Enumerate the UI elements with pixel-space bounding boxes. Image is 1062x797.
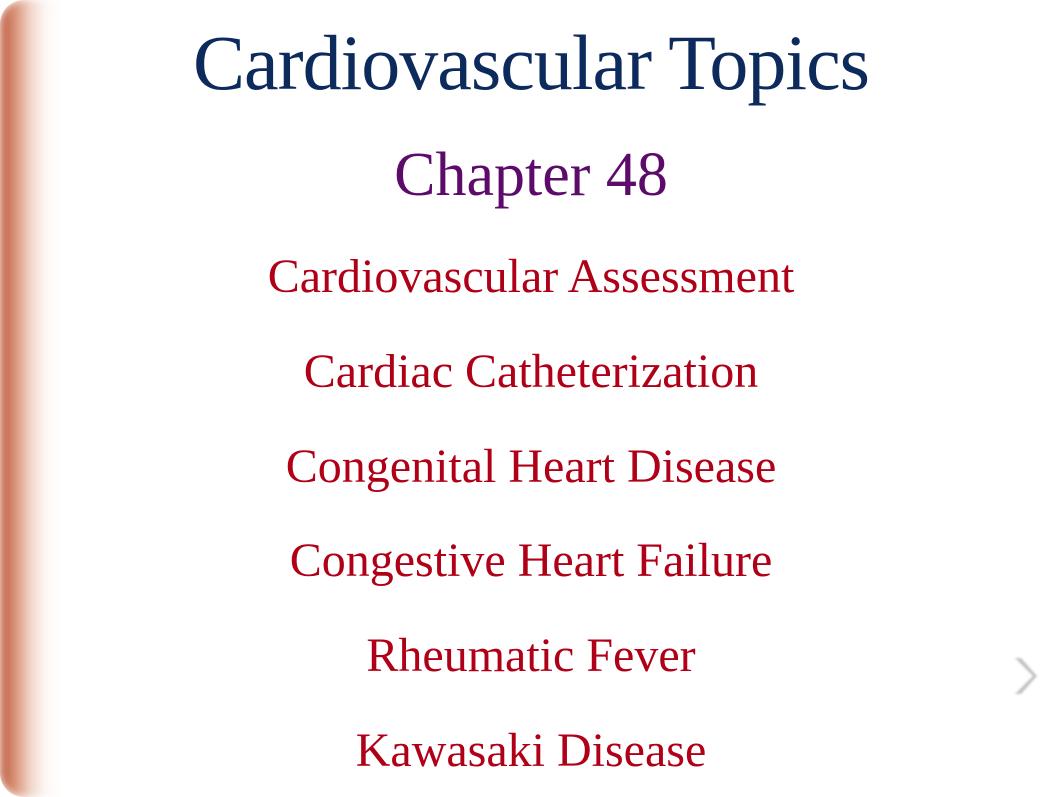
chevron-right-icon: [1011, 654, 1039, 698]
topic-item: Kawasaki Disease: [356, 725, 707, 778]
slide-container: Cardiovascular Topics Chapter 48 Cardiov…: [0, 0, 1062, 797]
topic-item: Rheumatic Fever: [366, 630, 695, 683]
topic-item: Cardiac Catheterization: [304, 346, 758, 399]
topic-item: Congestive Heart Failure: [290, 535, 773, 588]
topic-item: Cardiovascular Assessment: [268, 251, 795, 304]
topic-item: Congenital Heart Disease: [286, 441, 777, 494]
slide-content: Cardiovascular Topics Chapter 48 Cardiov…: [0, 0, 1062, 797]
main-title: Cardiovascular Topics: [0, 18, 1062, 108]
next-slide-button[interactable]: [1006, 651, 1044, 701]
chapter-title: Chapter 48: [394, 140, 668, 211]
